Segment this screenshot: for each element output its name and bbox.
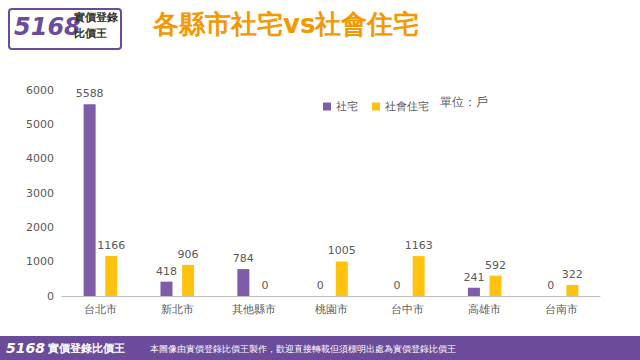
svg-text:單位：戶: 單位：戶 [440,95,488,109]
svg-text:592: 592 [485,259,506,272]
svg-text:2000: 2000 [26,221,54,234]
svg-text:322: 322 [562,268,583,281]
svg-text:各縣市社宅vs社會住宅: 各縣市社宅vs社會住宅 [152,9,419,39]
svg-text:241: 241 [463,271,484,284]
svg-text:社宅: 社宅 [336,100,358,113]
svg-text:5588: 5588 [76,87,104,100]
svg-text:1000: 1000 [26,255,54,268]
svg-text:新北市: 新北市 [161,303,194,316]
svg-text:418: 418 [156,265,177,278]
svg-text:1166: 1166 [97,239,125,252]
svg-text:實價登錄: 實價登錄 [74,11,118,24]
svg-text:高雄市: 高雄市 [468,303,501,316]
svg-text:實價登錄比價王: 實價登錄比價王 [48,342,125,355]
svg-text:906: 906 [178,248,199,261]
svg-text:桃園市: 桃園市 [315,303,348,316]
svg-text:784: 784 [233,252,254,265]
svg-text:6000: 6000 [26,84,54,97]
svg-text:社會住宅: 社會住宅 [385,100,429,113]
svg-text:比價王: 比價王 [74,27,107,40]
svg-text:5168: 5168 [6,340,45,356]
svg-text:台中市: 台中市 [391,303,424,316]
svg-text:1163: 1163 [405,239,433,252]
svg-text:台南市: 台南市 [545,303,578,316]
svg-text:本圖像由實價登錄比價王製作，歡迎直接轉載但須標明出處為實價登: 本圖像由實價登錄比價王製作，歡迎直接轉載但須標明出處為實價登錄比價王 [150,344,456,354]
svg-text:0: 0 [547,279,554,292]
svg-text:4000: 4000 [26,152,54,165]
svg-text:0: 0 [317,279,324,292]
svg-text:台北市: 台北市 [84,303,117,316]
svg-text:5168: 5168 [14,13,81,41]
svg-text:3000: 3000 [26,187,54,200]
svg-text:0: 0 [394,279,401,292]
svg-text:其他縣市: 其他縣市 [232,303,276,316]
svg-text:0: 0 [47,290,54,303]
svg-text:5000: 5000 [26,118,54,131]
svg-text:0: 0 [261,279,268,292]
svg-text:1005: 1005 [328,244,356,257]
